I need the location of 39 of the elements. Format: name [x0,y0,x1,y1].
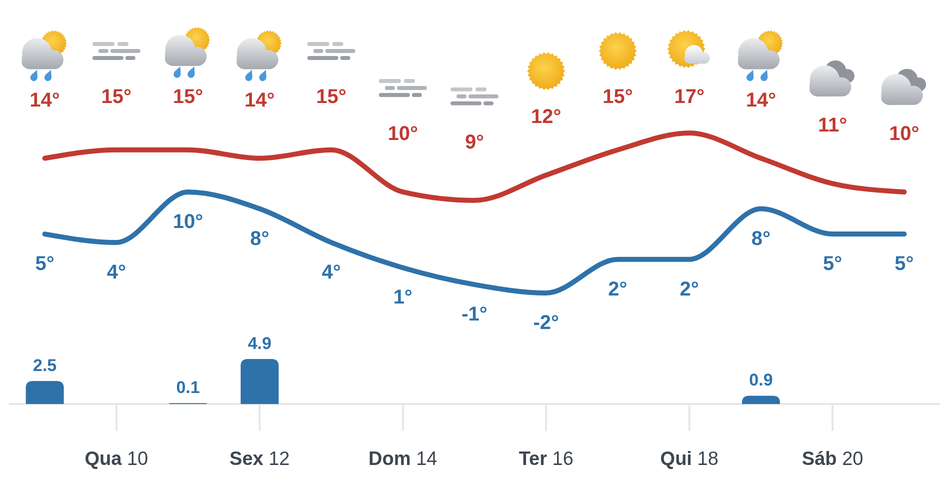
data-label: 2.5 [32,356,57,376]
data-label: 14° [244,89,275,112]
data-label: 12° [530,106,562,128]
x-tick-label: Sáb 20 [802,448,864,469]
data-label: 15° [602,86,633,108]
data-label: 14° [746,89,776,112]
data-label: 10° [889,122,920,145]
data-label: 5° [35,253,54,276]
data-label: 0.9 [749,370,773,390]
data-label: 4° [106,261,126,284]
data-label: 5° [894,253,914,276]
x-tick-label: Ter 16 [518,448,574,469]
x-tick-label: Sex 12 [230,448,290,469]
data-label: 10° [172,210,204,233]
data-label: 14° [30,89,60,112]
data-label: 8° [751,228,771,250]
data-label: 9° [464,131,484,154]
data-label: 4° [322,261,341,284]
data-label: 8° [250,228,270,250]
data-label: 15° [101,86,132,108]
x-tick-label: Qua 10 [84,448,148,469]
bar [742,396,780,404]
x-tick-label: Dom 14 [368,448,438,469]
data-label: 10° [388,122,418,145]
x-tick-label: Qui 18 [660,448,718,469]
data-label: 15° [316,86,346,108]
data-label: 1° [393,286,412,309]
bar [240,359,279,404]
data-label: -2° [533,312,560,334]
data-label: 11° [818,114,848,137]
bar [26,381,64,404]
data-label: 15° [172,86,204,108]
data-label: 4.9 [248,334,272,353]
data-label: 5° [823,253,842,276]
data-label: -1° [462,304,488,326]
data-label: 2° [680,278,699,300]
data-label: 17° [674,86,704,108]
data-label: 0.1 [176,378,200,398]
data-label: 2° [608,278,628,300]
